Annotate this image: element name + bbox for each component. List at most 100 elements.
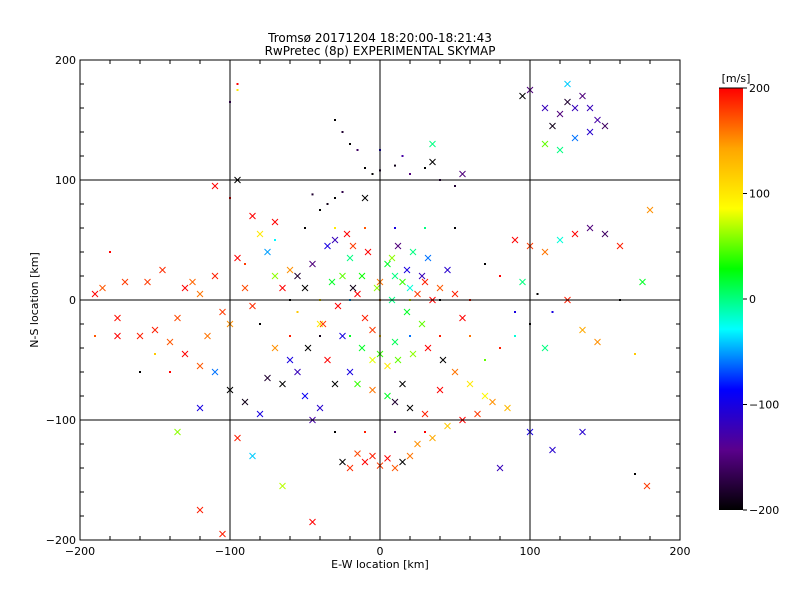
point-x-marker bbox=[481, 392, 489, 400]
colorbar-tick-label: −100 bbox=[749, 399, 779, 412]
point-x-marker bbox=[394, 356, 402, 364]
point-x-marker bbox=[349, 284, 357, 292]
point-x-marker bbox=[114, 332, 121, 340]
x-tick-label: −200 bbox=[65, 545, 95, 558]
point-x-marker bbox=[511, 236, 519, 244]
colorbar bbox=[719, 88, 743, 510]
point-dot-marker bbox=[304, 227, 306, 229]
point-x-marker bbox=[264, 248, 271, 256]
point-x-marker bbox=[369, 326, 376, 334]
point-dot-marker bbox=[394, 431, 396, 433]
point-x-marker bbox=[339, 458, 346, 466]
point-x-marker bbox=[294, 368, 301, 376]
point-dot-marker bbox=[394, 227, 396, 229]
y-tick-label: −200 bbox=[46, 534, 76, 547]
point-x-marker bbox=[439, 356, 447, 364]
point-x-marker bbox=[271, 218, 279, 226]
point-x-marker bbox=[354, 380, 361, 388]
point-x-marker bbox=[346, 254, 354, 262]
point-x-marker bbox=[316, 404, 324, 412]
x-tick-label: 200 bbox=[670, 545, 691, 558]
point-x-marker bbox=[444, 266, 451, 274]
point-x-marker bbox=[234, 254, 241, 262]
point-x-marker bbox=[571, 134, 579, 142]
point-x-marker bbox=[391, 464, 399, 472]
point-dot-marker bbox=[469, 335, 471, 337]
point-x-marker bbox=[519, 92, 526, 100]
point-x-marker bbox=[279, 284, 286, 292]
point-x-marker bbox=[309, 518, 316, 526]
point-dot-marker bbox=[394, 164, 396, 167]
point-x-marker bbox=[279, 380, 286, 388]
point-x-marker bbox=[541, 104, 549, 112]
point-x-marker bbox=[286, 356, 294, 364]
point-dot-marker bbox=[371, 173, 374, 175]
point-x-marker bbox=[361, 314, 369, 322]
chart-subtitle: RwPretec (8p) EXPERIMENTAL SKYMAP bbox=[265, 44, 496, 58]
point-x-marker bbox=[601, 122, 609, 130]
point-x-marker bbox=[196, 404, 204, 412]
point-x-marker bbox=[541, 140, 549, 148]
point-dot-marker bbox=[634, 473, 636, 475]
chart-title: Tromsø 20171204 18:20:00-18:21:43 bbox=[267, 31, 492, 45]
colorbar-label: [m/s] bbox=[722, 72, 751, 85]
point-x-marker bbox=[399, 458, 406, 466]
point-x-marker bbox=[334, 302, 342, 310]
point-x-marker bbox=[301, 284, 309, 292]
point-x-marker bbox=[211, 272, 219, 280]
point-x-marker bbox=[384, 392, 391, 400]
point-x-marker bbox=[121, 278, 129, 286]
point-x-marker bbox=[324, 242, 331, 250]
point-x-marker bbox=[391, 398, 399, 406]
x-tick-label: 100 bbox=[520, 545, 541, 558]
colorbar-tick-label: −200 bbox=[749, 504, 779, 517]
point-x-marker bbox=[361, 194, 369, 202]
point-x-marker bbox=[256, 410, 264, 418]
point-x-marker bbox=[409, 350, 417, 358]
point-x-marker bbox=[519, 278, 526, 286]
point-x-marker bbox=[364, 248, 372, 256]
point-x-marker bbox=[151, 326, 159, 334]
point-dot-marker bbox=[364, 227, 366, 229]
point-dot-marker bbox=[424, 167, 426, 169]
point-x-marker bbox=[571, 230, 579, 238]
point-dot-marker bbox=[296, 311, 299, 313]
point-x-marker bbox=[286, 266, 294, 274]
point-x-marker bbox=[136, 332, 144, 340]
point-dot-marker bbox=[454, 185, 456, 187]
point-dot-marker bbox=[409, 173, 411, 175]
point-x-marker bbox=[579, 92, 586, 100]
point-x-marker bbox=[241, 284, 249, 292]
point-x-marker bbox=[166, 338, 174, 346]
point-x-marker bbox=[406, 452, 414, 460]
point-x-marker bbox=[373, 284, 381, 292]
point-x-marker bbox=[594, 338, 601, 346]
point-x-marker bbox=[586, 104, 594, 112]
point-x-marker bbox=[331, 380, 339, 388]
point-x-marker bbox=[394, 242, 402, 250]
point-dot-marker bbox=[484, 263, 486, 265]
point-dot-marker bbox=[109, 251, 111, 253]
point-x-marker bbox=[504, 404, 511, 412]
point-dot-marker bbox=[424, 431, 426, 433]
grid-lines bbox=[80, 60, 680, 540]
point-x-marker bbox=[304, 344, 312, 352]
point-dot-marker bbox=[424, 227, 426, 229]
point-dot-marker bbox=[364, 167, 366, 169]
point-x-marker bbox=[616, 242, 624, 250]
point-dot-marker bbox=[356, 149, 359, 151]
point-x-marker bbox=[474, 410, 481, 418]
point-x-marker bbox=[241, 398, 249, 406]
point-x-marker bbox=[586, 224, 594, 232]
point-x-marker bbox=[418, 320, 426, 328]
data-points bbox=[91, 80, 654, 538]
point-x-marker bbox=[646, 206, 654, 214]
point-x-marker bbox=[451, 368, 459, 376]
point-x-marker bbox=[196, 362, 204, 370]
point-x-marker bbox=[144, 278, 151, 286]
point-dot-marker bbox=[334, 119, 336, 121]
point-x-marker bbox=[586, 128, 594, 136]
point-dot-marker bbox=[484, 359, 486, 361]
point-x-marker bbox=[271, 344, 279, 352]
